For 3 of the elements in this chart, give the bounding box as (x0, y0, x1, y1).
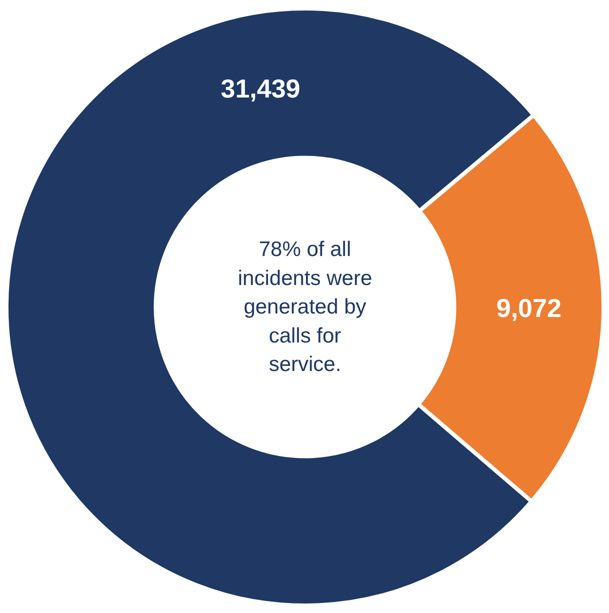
data-label: 9,072 (496, 293, 562, 324)
text: 78% of all incidents were generated by calls for service. (238, 238, 372, 376)
data-label: 31,439 (220, 73, 300, 104)
